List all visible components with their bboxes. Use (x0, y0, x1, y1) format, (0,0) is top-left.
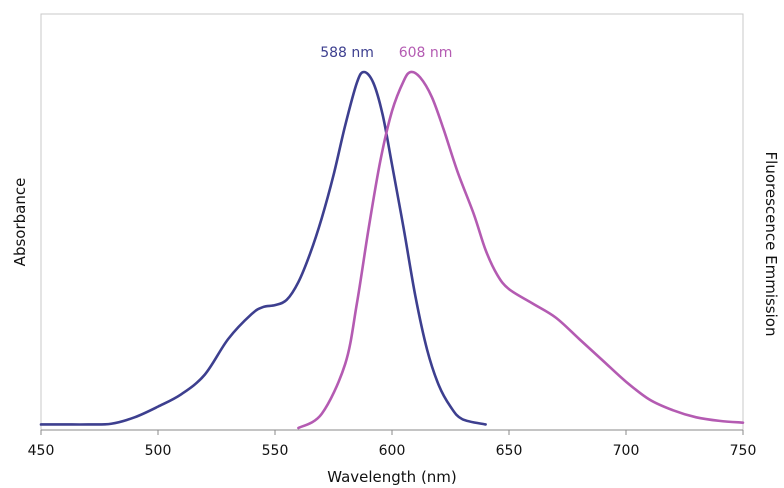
emission-curve (297, 70, 745, 430)
annotation-layer: 588 nm 608 nm (320, 45, 452, 61)
y-axis-title-left: Absorbance (11, 178, 29, 267)
x-tick-label-750: 750 (730, 443, 757, 459)
x-tick-label-550: 550 (262, 443, 289, 459)
y-axis-title-right: Fluorescence Emmission (762, 152, 780, 337)
peak-label-absorbance: 588 nm (320, 45, 374, 61)
x-tick-label-650: 650 (496, 443, 523, 459)
plot-frame (40, 13, 744, 431)
x-tick-label-600: 600 (379, 443, 406, 459)
x-axis-ticks: 450 500 550 600 650 700 750 (28, 430, 757, 459)
x-tick-label-450: 450 (28, 443, 55, 459)
x-tick-label-700: 700 (613, 443, 640, 459)
peak-label-emission: 608 nm (399, 45, 453, 61)
x-axis-title: Wavelength (nm) (327, 468, 457, 486)
absorbance-curve (39, 70, 487, 426)
x-tick-label-500: 500 (145, 443, 172, 459)
series-layer (39, 70, 745, 430)
